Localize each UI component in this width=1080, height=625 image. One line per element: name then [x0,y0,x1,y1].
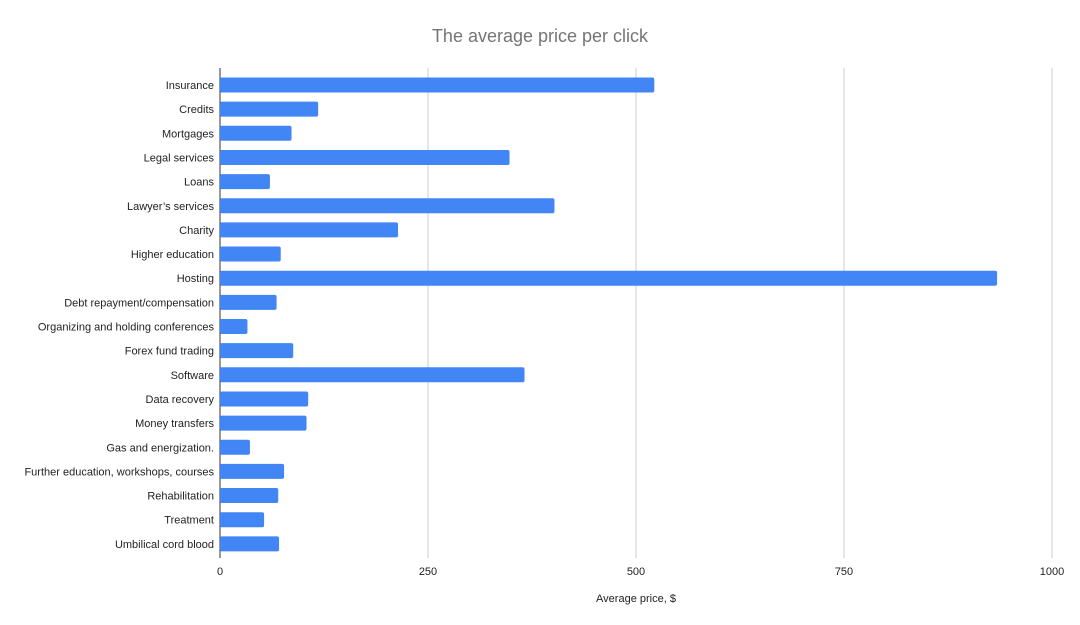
x-tick-labels: 0 250 500 750 1000 [217,566,1064,578]
chart-title: The average price per click [431,26,649,46]
category-label: Umbilical cord blood [115,539,214,551]
bar [220,246,281,262]
bar [220,222,399,238]
category-label: Gas and energization. [106,442,214,454]
category-label: Forex fund trading [125,346,214,358]
category-labels: Insurance Credits Mortgages Legal services L… [24,80,214,551]
category-label: Hosting [177,273,214,285]
bar [220,415,307,431]
x-tick-label: 0 [217,566,223,578]
bar [220,463,285,479]
bars [220,77,998,552]
x-tick-label: 750 [835,566,853,578]
category-label: Higher education [131,249,214,261]
bar [220,294,277,310]
bar [220,512,265,528]
bar [220,319,248,334]
bar [220,198,555,214]
category-label: Charity [179,225,214,237]
category-label: Money transfers [135,418,214,430]
category-label: Organizing and holding conferences [38,322,215,334]
category-label: Software [171,370,214,382]
category-label: Credits [179,104,214,116]
category-label: Loans [184,177,214,189]
category-label: Further education, workshops, courses [24,466,214,478]
category-label: Debt repayment/compensation [64,297,214,309]
bar [220,391,309,407]
category-label: Data recovery [146,394,215,406]
category-label: Insurance [166,80,214,92]
category-label: Rehabilitation [147,491,214,503]
bar [220,488,279,504]
bar [220,367,525,383]
bar [220,125,292,141]
x-axis-title: Average price, $ [596,593,676,605]
bar [220,174,270,190]
bar [220,343,294,359]
bar [220,439,250,455]
category-label: Legal services [144,152,215,164]
category-label: Treatment [164,515,214,527]
bar [220,270,998,286]
bar [220,149,510,165]
bar [220,536,280,552]
x-tick-label: 1000 [1040,566,1064,578]
bar [220,101,319,117]
category-label: Mortgages [162,128,214,140]
category-label: Lawyer’s services [127,201,215,213]
gridlines [219,68,1053,558]
bar [220,77,655,93]
x-tick-label: 500 [627,566,645,578]
x-tick-label: 250 [419,566,437,578]
